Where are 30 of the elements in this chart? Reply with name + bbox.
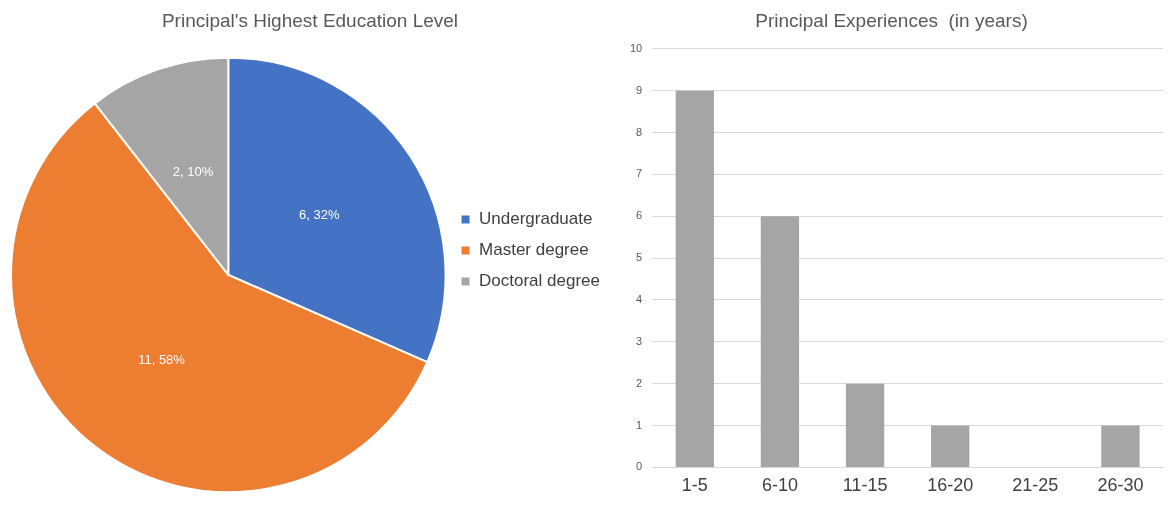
data-label: 11, 58% bbox=[138, 352, 186, 368]
legend-label: Master degree bbox=[479, 240, 589, 260]
y-tick-label: 3 bbox=[636, 334, 643, 347]
legend-label: Doctoral degree bbox=[479, 271, 601, 291]
bar bbox=[931, 425, 970, 467]
y-tick-label: 1 bbox=[636, 418, 643, 431]
y-tick-label: 10 bbox=[629, 41, 643, 54]
chart-title: Principal's Highest Education Level bbox=[161, 9, 459, 31]
x-tick-label: 11-15 bbox=[842, 475, 888, 496]
y-tick-label: 0 bbox=[636, 460, 643, 473]
bar bbox=[845, 383, 885, 467]
y-tick-label: 4 bbox=[636, 292, 643, 305]
y-tick-label: 6 bbox=[636, 209, 643, 222]
bar bbox=[760, 216, 800, 467]
x-tick-label: 21-25 bbox=[1012, 475, 1059, 496]
y-tick-label: 2 bbox=[636, 376, 643, 389]
x-tick-label: 1-5 bbox=[681, 475, 708, 496]
bar bbox=[1101, 425, 1140, 467]
data-label: 2, 10% bbox=[172, 163, 214, 179]
y-tick-label: 8 bbox=[636, 125, 643, 138]
legend-label: Undergraduate bbox=[479, 209, 593, 229]
y-tick-label: 9 bbox=[636, 83, 643, 96]
x-tick-label: 6-10 bbox=[761, 475, 798, 496]
bar bbox=[675, 90, 714, 467]
x-tick-label: 16-20 bbox=[927, 475, 974, 496]
y-tick-label: 5 bbox=[636, 251, 643, 264]
y-tick-label: 7 bbox=[636, 167, 643, 180]
chart-title: Principal Experiences (in years) bbox=[755, 9, 1028, 31]
x-tick-label: 26-30 bbox=[1097, 475, 1144, 496]
data-label: 6, 32% bbox=[298, 207, 340, 223]
